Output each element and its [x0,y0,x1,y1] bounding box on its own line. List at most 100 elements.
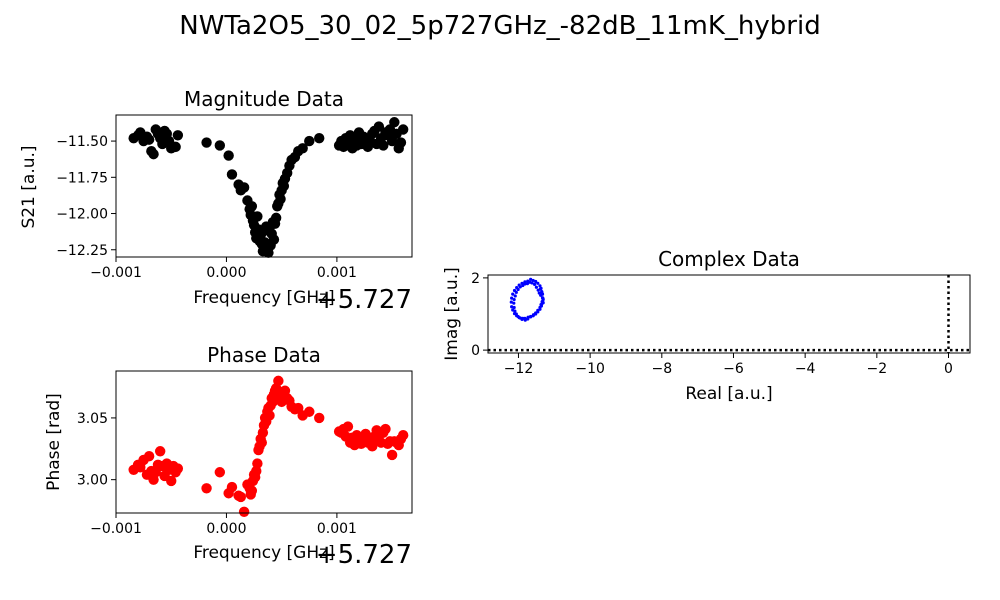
data-point [536,308,540,312]
data-point [238,182,250,193]
y-tick-label: 0 [471,343,480,359]
complex-chart: Complex Data Real [a.u.] Imag [a.u.] −12… [442,247,971,404]
data-point [397,124,409,135]
data-point [395,137,407,148]
y-tick-label: −12.00 [56,207,108,223]
data-point [201,483,212,494]
y-tick-label: 2 [471,271,480,287]
data-point [314,412,325,424]
phase-xlabel: Frequency [GHz] [193,543,334,563]
complex-points [509,277,545,322]
data-point [526,315,530,319]
data-point [166,475,177,487]
data-point [516,287,520,292]
data-point [273,375,284,387]
data-point [270,212,282,224]
data-point [380,423,391,435]
phase-ylabel: Phase [rad] [44,393,64,491]
data-point [539,303,543,307]
data-point [304,406,315,417]
data-point [386,449,398,461]
y-tick-label: −11.75 [56,170,108,186]
data-point [538,305,542,310]
data-point [518,316,522,320]
y-tick-label: −11.50 [56,134,108,150]
data-point [534,311,538,315]
data-point [512,305,516,310]
x-tick-label: −10 [575,361,605,377]
data-point [252,211,263,222]
data-point [511,292,515,296]
x-tick-label: −4 [795,361,816,377]
data-point [514,312,518,316]
x-tick-label: −0.001 [90,521,142,537]
data-point [538,287,542,291]
y-tick-label: −12.25 [56,243,108,259]
x-tick-label: −0.001 [90,265,142,281]
x-tick-label: 0 [944,361,953,377]
data-point [256,437,267,448]
complex-xlabel: Real [a.u.] [685,384,772,404]
data-point [246,201,258,212]
data-point [513,294,517,298]
x-tick-label: −2 [867,361,888,377]
data-point [531,278,535,283]
data-point [540,296,545,300]
data-point [246,485,258,496]
complex-plot-frame [487,274,971,354]
data-point [510,296,514,300]
data-point [201,137,212,148]
data-point [172,463,184,474]
data-point [537,291,541,295]
phase-plot-frame [115,370,413,514]
data-point [170,141,181,153]
data-point [540,290,544,294]
data-point [514,290,518,294]
phase-title: Phase Data [207,343,321,367]
data-point [304,135,315,147]
phase-chart: Phase Data Frequency [GHz] Phase [rad] +… [44,343,413,570]
data-point [525,282,530,286]
data-point [223,150,234,161]
data-point [226,481,238,493]
data-point [367,441,378,452]
data-point [238,506,250,517]
data-point [172,130,184,141]
data-point [314,132,325,144]
x-tick-label: −6 [723,361,744,377]
data-point [297,143,308,154]
x-tick-label: 0.001 [317,265,357,281]
data-point [528,280,532,284]
magnitude-points [128,117,409,258]
x-tick-label: −12 [504,361,534,377]
magnitude-ticks: −0.001 0.000 0.001 −12.25 −12.00 −11.75 −11.50 [56,134,357,281]
x-tick-label: 0.001 [317,521,357,537]
data-point [154,446,166,457]
x-tick-label: −8 [651,361,672,377]
data-point [342,421,354,432]
magnitude-title: Magnitude Data [184,87,344,111]
y-tick-label: 3.05 [77,411,108,427]
data-point [397,430,409,441]
data-point [389,117,400,128]
data-point [538,284,542,288]
data-point [143,451,155,462]
data-point [509,300,513,304]
data-point [512,301,516,305]
data-point [523,318,527,322]
data-point [529,277,533,281]
data-point [513,309,517,313]
complex-reference-lines [488,275,970,353]
data-point [534,279,538,284]
data-point [148,148,159,160]
y-tick-label: 3.00 [77,473,108,489]
data-point [521,316,525,320]
data-point [214,140,226,151]
x-tick-label: 0.000 [206,265,246,281]
phase-x-offset: +5.727 [316,540,412,570]
complex-title: Complex Data [658,247,800,271]
data-point [264,410,275,421]
magnitude-plot-frame [115,114,413,258]
magnitude-xlabel: Frequency [GHz] [193,288,334,308]
